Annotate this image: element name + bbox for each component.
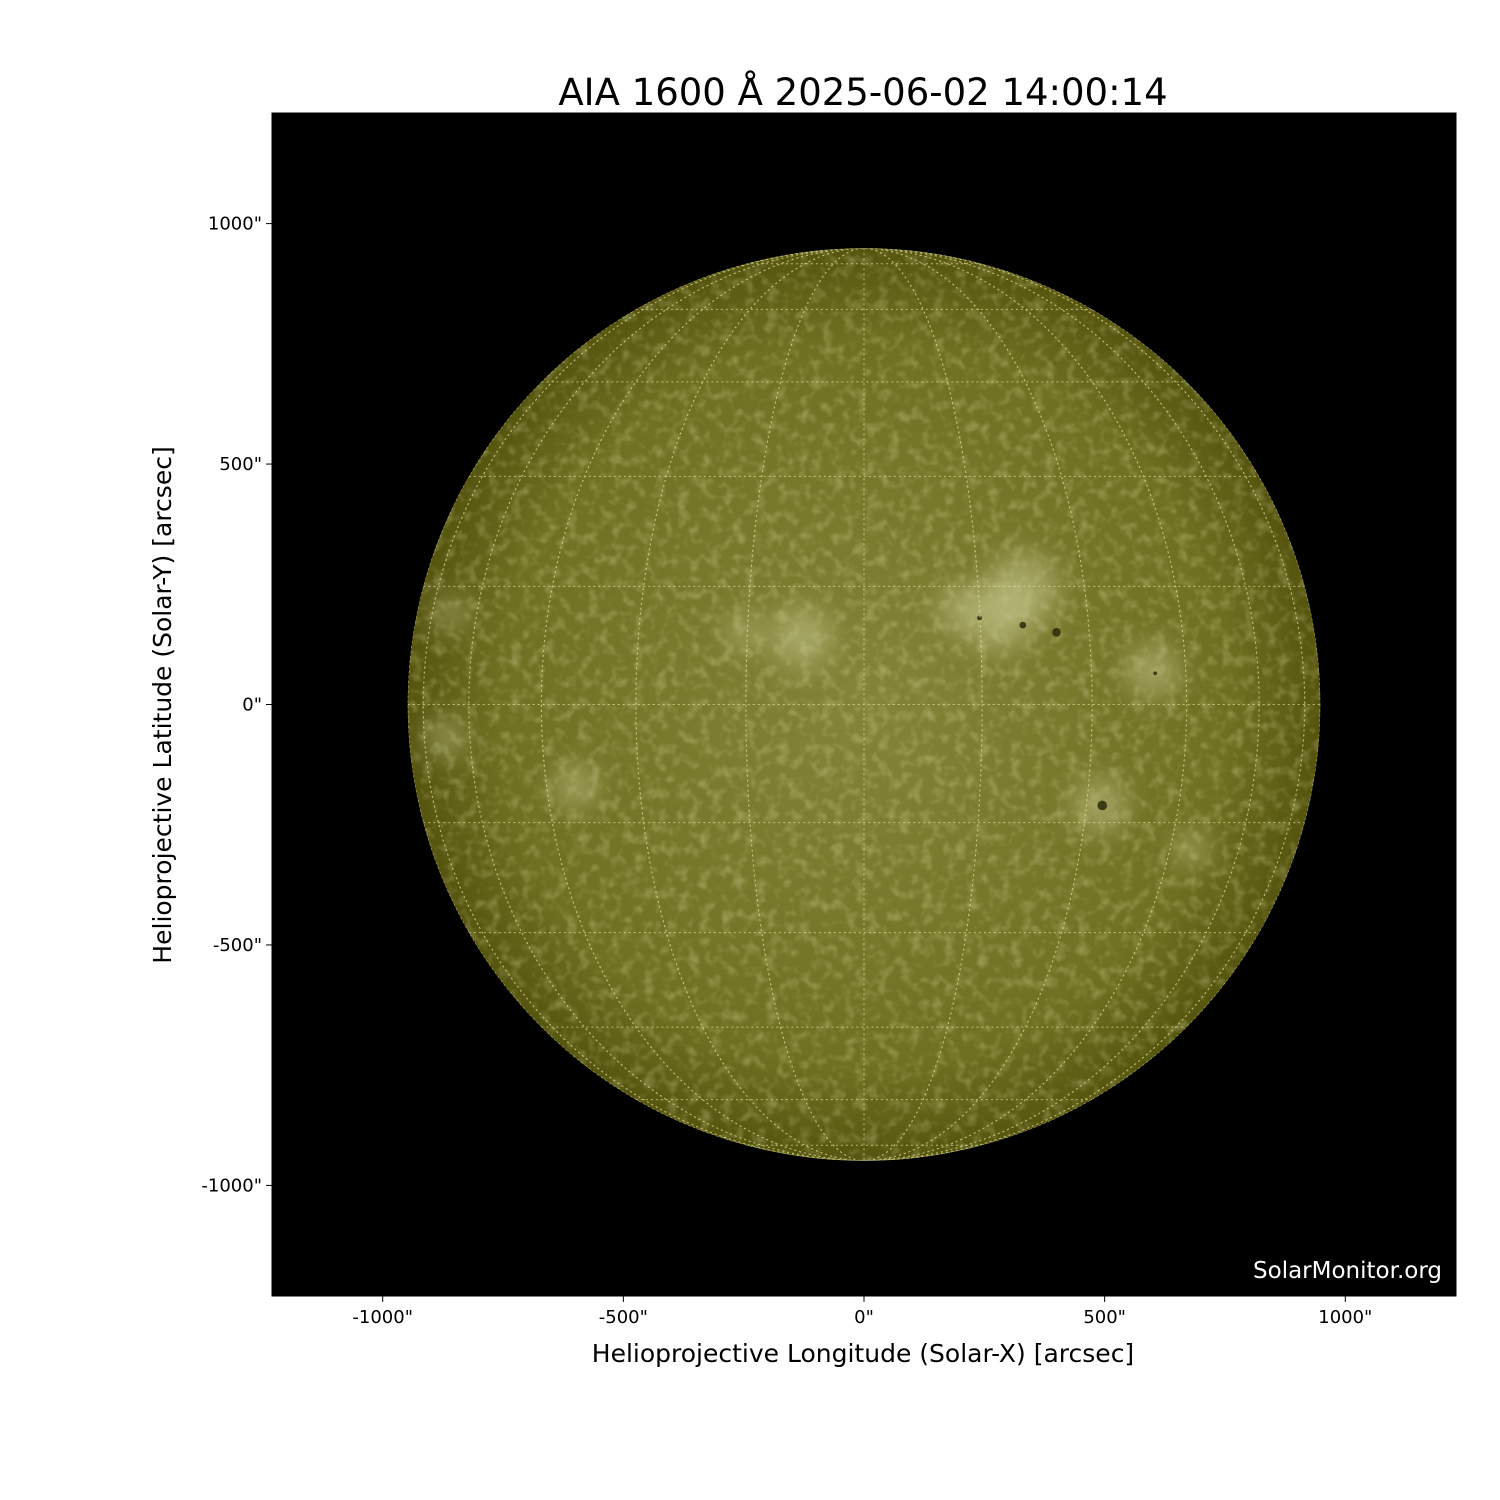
plage-region	[1174, 831, 1209, 866]
watermark: SolarMonitor.org	[1253, 1258, 1442, 1284]
sunspot	[1097, 800, 1108, 811]
sunspot	[1019, 621, 1027, 629]
plot-title: AIA 1600 Å 2025-06-02 14:00:14	[558, 70, 1167, 114]
heliographic-grid	[407, 248, 1321, 1161]
x-axis-label: Helioprojective Longitude (Solar-X) [arc…	[592, 1339, 1134, 1368]
longitude-line	[468, 248, 1260, 1161]
longitude-line	[422, 248, 1306, 1161]
y-axis-label: Helioprojective Latitude (Solar-Y) [arcs…	[148, 446, 177, 963]
x-tick-label: 500"	[1083, 1307, 1126, 1328]
plage-region	[938, 586, 982, 630]
plage-region	[553, 764, 597, 808]
plage-region	[1126, 644, 1180, 698]
plage-region	[772, 608, 831, 667]
y-tick-label: 0"	[242, 695, 262, 716]
plage-region	[426, 718, 465, 758]
x-tick-label: 1000"	[1318, 1307, 1372, 1328]
longitude-line	[635, 248, 1093, 1161]
y-axis-ticks: 1000" 500" 0" -500" -1000"	[201, 214, 272, 1196]
plage-region	[726, 615, 761, 650]
x-tick-label: 0"	[854, 1307, 874, 1328]
sunspots	[977, 615, 1158, 811]
x-tick-label: -500"	[599, 1307, 648, 1328]
x-axis-ticks: -1000" -500" 0" 500" 1000"	[352, 1296, 1372, 1328]
plage-region	[965, 584, 1033, 652]
plage-regions	[426, 552, 1209, 866]
sunspot	[977, 615, 982, 621]
x-tick-label: -1000"	[352, 1307, 413, 1328]
y-tick-label: -1000"	[201, 1175, 262, 1196]
y-tick-label: 500"	[219, 454, 262, 475]
y-tick-label: -500"	[213, 935, 262, 956]
longitude-line	[540, 248, 1188, 1161]
sunspot	[1052, 628, 1061, 637]
plage-region	[433, 596, 467, 630]
y-tick-label: 1000"	[208, 214, 262, 235]
sunspot	[1153, 671, 1158, 676]
